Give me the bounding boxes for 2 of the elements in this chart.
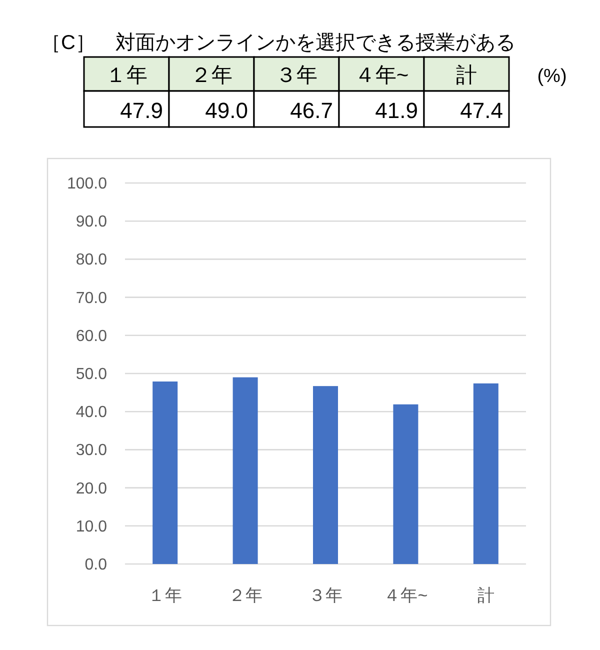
annotation: (%) [537,66,567,87]
title: ［C］ 対面かオンラインかを選択できる授業がある [41,32,516,54]
